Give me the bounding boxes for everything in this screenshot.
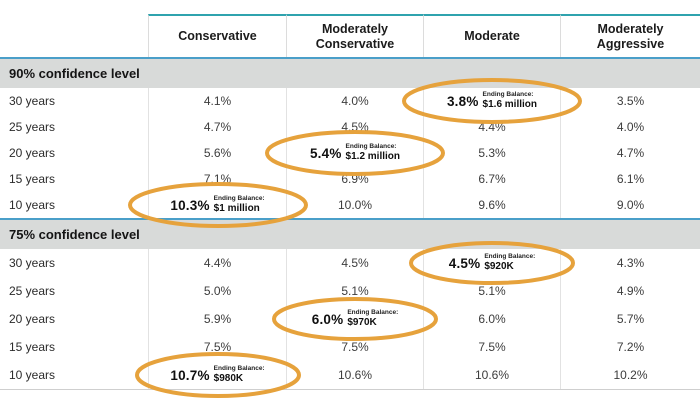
highlighted-rate: 10.3% [170, 197, 210, 213]
table-cell: 10.6% [286, 361, 423, 389]
table-cell-highlighted: 4.5% Ending Balance: $920K [409, 241, 575, 285]
table-cell: 6.1% [560, 166, 700, 192]
ending-balance-value: $970K [347, 316, 377, 328]
table-cell: 4.4% [423, 114, 560, 140]
table-cell: 4.5% [286, 249, 423, 277]
table-cell: 4.9% [560, 277, 700, 305]
table-cell: 6.7% [423, 166, 560, 192]
highlighted-rate: 3.8% [446, 93, 479, 109]
table-row: 30 years 4.4% 4.5% 4.5% Ending Balance: … [0, 241, 700, 285]
highlighted-rate: 6.0% [311, 311, 344, 327]
table-row: 20 years 5.6% 5.4% Ending Balance: $1.2 … [0, 130, 700, 176]
table-cell: 7.1% [148, 166, 286, 192]
table-cell-highlighted: 10.3% Ending Balance: $1 million [127, 182, 308, 228]
ending-balance-label: Ending Balance: [482, 91, 534, 99]
table-cell-highlighted: 3.8% Ending Balance: $1.6 million [402, 78, 582, 124]
ending-balance-note: Ending Balance: $970K [347, 310, 398, 328]
highlighted-rate: 10.7% [170, 367, 210, 383]
section-header-75-confidence: 75% confidence level [0, 218, 700, 249]
column-header-moderately-conservative: Moderately Conservative [286, 14, 423, 57]
ending-balance-note: Ending Balance: $980K [214, 366, 265, 384]
ending-balance-note: Ending Balance: $1.2 million [346, 144, 400, 162]
row-label: 30 years [9, 256, 56, 270]
table-header-row: Conservative Moderately Conservative Mod… [0, 14, 700, 57]
table-cell: 5.6% [148, 140, 286, 166]
table-cell: 5.1% [423, 277, 560, 305]
table-cell: 9.6% [423, 192, 560, 218]
highlighted-rate: 4.5% [448, 255, 481, 271]
row-label: 20 years [9, 146, 56, 160]
table-row: 10 years 10.3% Ending Balance: $1 millio… [0, 182, 700, 228]
ending-balance-value: $920K [484, 260, 514, 272]
table-cell: 7.5% [286, 333, 423, 361]
table-cell: 6.0% [423, 305, 560, 333]
table-row: 20 years 5.9% 6.0% Ending Balance: $970K… [0, 297, 700, 341]
table-cell: 4.3% [560, 249, 700, 277]
table-cell: 4.0% [286, 88, 423, 114]
column-header-moderate: Moderate [423, 14, 560, 57]
ending-balance-value: $980K [213, 372, 244, 384]
table-cell: 5.7% [560, 305, 700, 333]
header-spacer [0, 14, 148, 57]
ending-balance-note: Ending Balance: $1 million [214, 196, 265, 214]
table-cell: 4.7% [148, 114, 286, 140]
table-cell: 10.2% [560, 361, 700, 389]
row-label: 30 years [9, 94, 56, 108]
table-cell: 5.9% [148, 305, 286, 333]
ending-balance-label: Ending Balance: [213, 195, 265, 203]
ending-balance-value: $1.2 million [345, 150, 401, 162]
table-cell: 4.7% [560, 140, 700, 166]
row-label: 20 years [9, 312, 56, 326]
table-cell: 4.4% [148, 249, 286, 277]
row-label: 10 years [9, 198, 56, 212]
table-cell: 4.0% [560, 114, 700, 140]
table-row: 25 years 4.7% 4.5% 4.4% 4.0% [0, 114, 700, 140]
table-cell-highlighted: 10.7% Ending Balance: $980K [134, 352, 301, 398]
table-cell: 5.0% [148, 277, 286, 305]
table-row: 25 years 5.0% 5.1% 5.1% 4.9% [0, 277, 700, 305]
row-label: 25 years [9, 284, 56, 298]
table-cell: 4.1% [148, 88, 286, 114]
table-cell: 7.5% [423, 333, 560, 361]
ending-balance-label: Ending Balance: [213, 365, 265, 373]
table-cell: 5.1% [286, 277, 423, 305]
table-cell-highlighted: 6.0% Ending Balance: $970K [272, 297, 438, 341]
ending-balance-label: Ending Balance: [484, 253, 536, 261]
table-row: 15 years 7.1% 6.9% 6.7% 6.1% [0, 166, 700, 192]
table-cell: 6.9% [286, 166, 423, 192]
table-row: 30 years 4.1% 4.0% 3.8% Ending Balance: … [0, 78, 700, 124]
ending-balance-value: $1.6 million [482, 98, 538, 110]
table-cell: 3.5% [560, 88, 700, 114]
table-row: 15 years 7.5% 7.5% 7.5% 7.2% [0, 333, 700, 361]
ending-balance-value: $1 million [213, 202, 260, 214]
highlighted-rate: 5.4% [309, 145, 342, 161]
table-cell: 10.0% [286, 192, 423, 218]
ending-balance-label: Ending Balance: [345, 143, 397, 151]
table-row: 10 years 10.7% Ending Balance: $980K 10.… [0, 352, 700, 398]
row-label: 25 years [9, 120, 56, 134]
ending-balance-note: Ending Balance: $1.6 million [483, 92, 537, 110]
table-cell: 5.3% [423, 140, 560, 166]
column-header-moderately-aggressive: Moderately Aggressive [560, 14, 700, 57]
table-cell-highlighted: 5.4% Ending Balance: $1.2 million [265, 130, 445, 176]
section-header-90-confidence: 90% confidence level [0, 57, 700, 88]
row-label: 15 years [9, 172, 56, 186]
row-label: 10 years [9, 368, 56, 382]
ending-balance-note: Ending Balance: $920K [484, 254, 535, 272]
row-label: 15 years [9, 340, 56, 354]
table-cell: 7.5% [148, 333, 286, 361]
ending-balance-label: Ending Balance: [347, 309, 399, 317]
table-cell: 9.0% [560, 192, 700, 218]
table-cell: 4.5% [286, 114, 423, 140]
table-cell: 10.6% [423, 361, 560, 389]
column-header-conservative: Conservative [148, 14, 286, 57]
table-cell: 7.2% [560, 333, 700, 361]
